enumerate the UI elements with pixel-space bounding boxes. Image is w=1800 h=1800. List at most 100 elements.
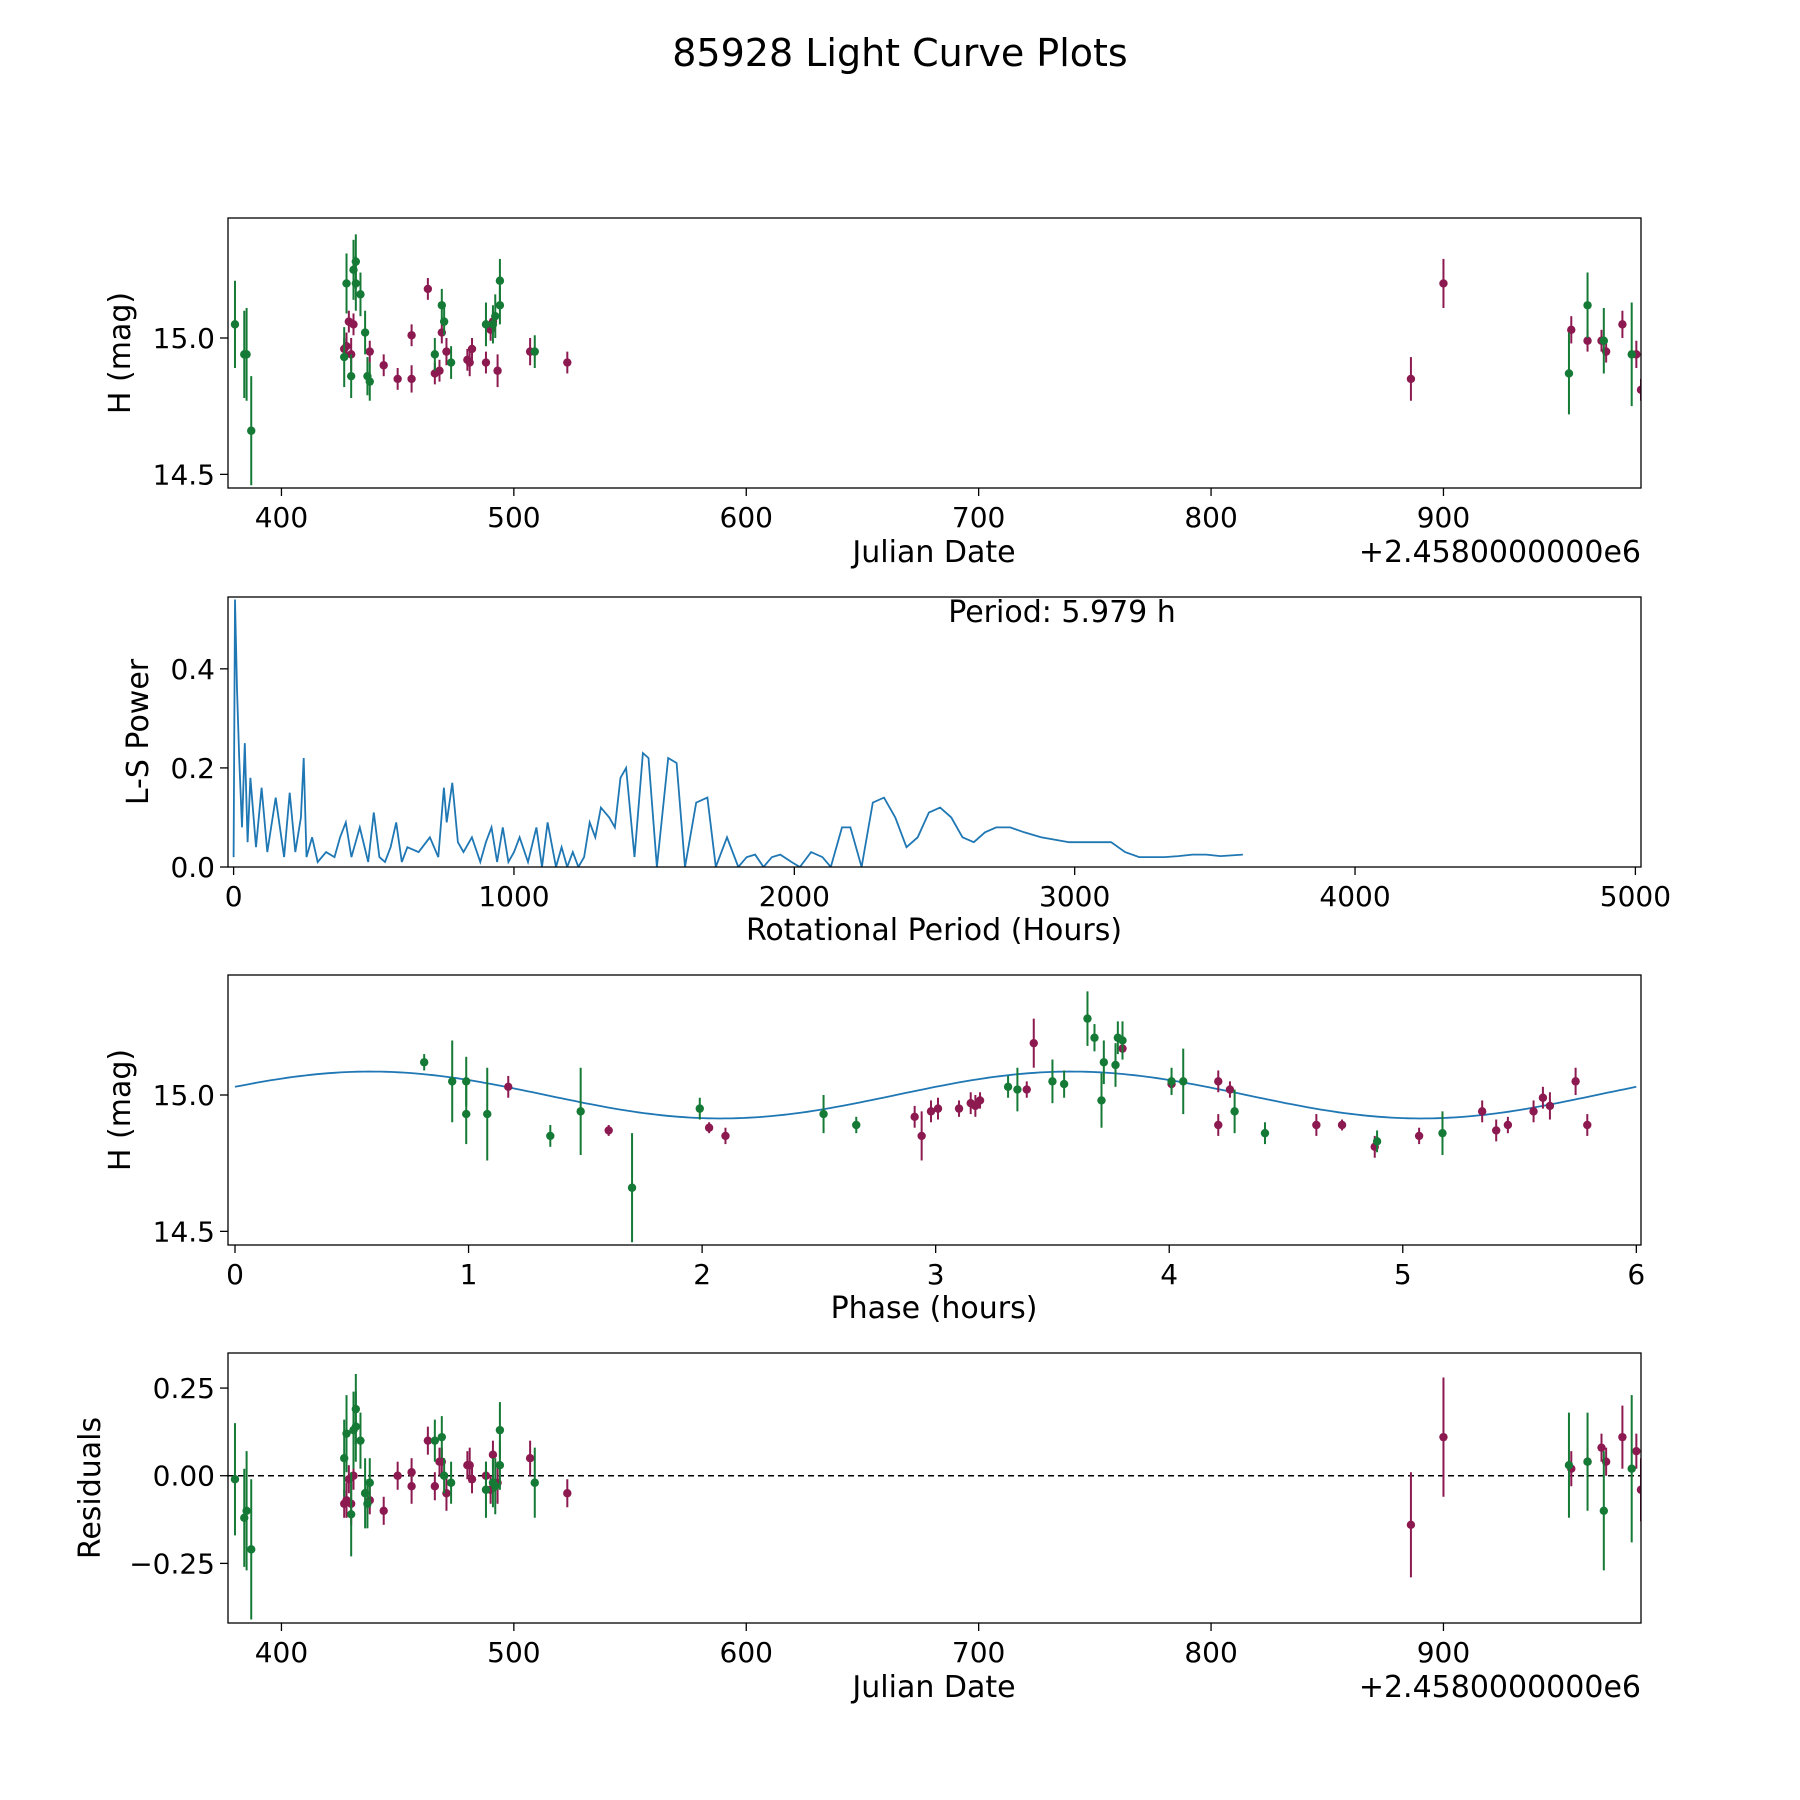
lightcurve-x-tick-label: 600: [720, 501, 773, 534]
lightcurve-green-point: [230, 320, 240, 329]
lightcurve-green-point: [437, 301, 447, 310]
phase-red-point: [1503, 1120, 1513, 1130]
phase-red-point: [975, 1096, 985, 1105]
residuals-green-point: [437, 1432, 447, 1442]
lightcurve-red-point: [1439, 279, 1448, 288]
phase-y-tick-label: 14.5: [153, 1215, 215, 1248]
phase-red-point: [1337, 1120, 1347, 1130]
residuals-red-point: [1632, 1446, 1641, 1456]
residuals-x-tick-label: 600: [720, 1636, 773, 1669]
residuals-green-point: [430, 1436, 440, 1445]
lightcurve-green-point: [495, 276, 505, 285]
phase-green-point: [448, 1077, 457, 1086]
lightcurve-red-point: [563, 358, 572, 367]
lightcurve-green-point: [346, 371, 356, 381]
periodogram-x-tick-label: 0: [225, 880, 243, 913]
lightcurve-red-point: [365, 347, 374, 356]
residuals-green-point: [481, 1485, 491, 1494]
phase-red-point: [917, 1131, 926, 1141]
phase-green-point: [1438, 1128, 1447, 1138]
residuals-y-tick-label: 0.00: [153, 1460, 215, 1493]
phase-x-tick-label: 3: [927, 1258, 945, 1291]
phase-panel: 0 1 2 3 4 5 6 14.5 15.0 Phase (hours) H (mag): [103, 974, 1645, 1326]
lightcurve-green-point: [495, 301, 505, 310]
lightcurve-green-point: [360, 328, 370, 337]
phase-red-point: [1491, 1126, 1501, 1135]
lightcurve-frame: [227, 217, 1642, 489]
periodogram-x-tick-label: 4000: [1319, 880, 1390, 913]
phase-green-point: [1048, 1077, 1057, 1086]
phase-green-point: [483, 1109, 492, 1119]
figure-title: 85928 Light Curve Plots: [672, 31, 1127, 75]
residuals-axes: 400 500 600 700 800 900 −0.25 0.00 0.25: [129, 1372, 1470, 1669]
residuals-y-tick-label: 0.25: [153, 1372, 215, 1405]
residuals-red-point: [525, 1453, 535, 1463]
lightcurve-y-tick-label: 15.0: [153, 322, 215, 355]
periodogram-marks: [232, 599, 1243, 867]
periodogram-x-tick-label: 3000: [1039, 880, 1110, 913]
periodogram-y-tick-label: 0.4: [170, 653, 215, 686]
lightcurve-green-point: [242, 350, 251, 359]
lightcurve-green-point: [247, 426, 256, 435]
residuals-green-point: [230, 1475, 240, 1484]
phase-red-point: [504, 1082, 513, 1092]
phase-green-point: [852, 1120, 861, 1130]
phase-red-point: [933, 1104, 943, 1113]
residuals-green-point: [346, 1510, 356, 1519]
phase-x-tick-label: 1: [460, 1258, 478, 1291]
lightcurve-x-tick-label: 800: [1184, 501, 1237, 534]
lightcurve-red-point: [407, 374, 416, 384]
phase-red-point: [604, 1126, 613, 1135]
residuals-red-point: [1439, 1432, 1448, 1442]
lightcurve-red-point: [1618, 320, 1627, 329]
residuals-red-point: [1597, 1443, 1606, 1452]
residuals-green-point: [1583, 1457, 1592, 1466]
lightcurve-x-tick-label: 400: [255, 501, 308, 534]
periodogram-frame: [227, 596, 1642, 868]
residuals-offset-text: +2.4580000000e6: [1359, 1670, 1641, 1705]
phase-green-point: [627, 1183, 637, 1192]
residuals-green-point: [530, 1478, 539, 1487]
residuals-frame: [227, 1352, 1642, 1624]
residuals-red-point: [1618, 1432, 1627, 1442]
lightcurve-y-tick-label: 14.5: [153, 458, 215, 491]
residuals-green-point: [439, 1471, 449, 1480]
phase-green-point: [695, 1104, 704, 1113]
phase-green-point: [819, 1109, 828, 1119]
residuals-red-point: [407, 1468, 416, 1477]
lightcurve-x-tick-label: 700: [952, 501, 1005, 534]
residuals-green-point: [1599, 1506, 1609, 1515]
lightcurve-red-point: [481, 358, 491, 367]
lightcurve-panel: 400 500 600 700 800 900 14.5 15.0 Julian Date H…: [103, 217, 1642, 570]
periodogram-y-label: L-S Power: [121, 658, 156, 805]
lightcurve-green-point: [365, 377, 374, 386]
residuals-red-point: [430, 1482, 440, 1491]
residuals-x-tick-label: 400: [255, 1636, 308, 1669]
phase-green-point: [546, 1131, 555, 1141]
phase-red-point: [704, 1123, 714, 1132]
periodogram-x-tick-label: 5000: [1600, 880, 1671, 913]
periodogram-y-tick-label: 0.2: [170, 752, 215, 785]
residuals-x-label: Julian Date: [850, 1670, 1015, 1705]
phase-red-point: [1029, 1038, 1038, 1048]
phase-red-point: [1214, 1120, 1223, 1130]
residuals-green-point: [242, 1506, 251, 1515]
phase-y-label: H (mag): [103, 1049, 138, 1171]
lightcurve-x-tick-label: 900: [1417, 501, 1470, 534]
residuals-green-point: [1564, 1461, 1574, 1470]
residuals-panel: 400 500 600 700 800 900 −0.25 0.00 0.25 Julian D…: [73, 1352, 1642, 1705]
residuals-green-point: [495, 1461, 505, 1470]
lightcurve-green-point: [1564, 369, 1574, 378]
phase-red-point: [1571, 1077, 1580, 1086]
lightcurve-red-point: [1583, 336, 1592, 345]
lightcurve-offset-text: +2.4580000000e6: [1359, 535, 1641, 570]
lightcurve-x-label: Julian Date: [850, 535, 1015, 570]
lightcurve-red-point: [465, 358, 474, 367]
residuals-x-tick-label: 900: [1417, 1636, 1470, 1669]
phase-green-point: [1059, 1079, 1069, 1089]
phase-x-tick-label: 4: [1160, 1258, 1178, 1291]
residuals-green-point: [342, 1429, 351, 1438]
phase-red-point: [1022, 1085, 1031, 1094]
phase-green-point: [576, 1107, 585, 1116]
